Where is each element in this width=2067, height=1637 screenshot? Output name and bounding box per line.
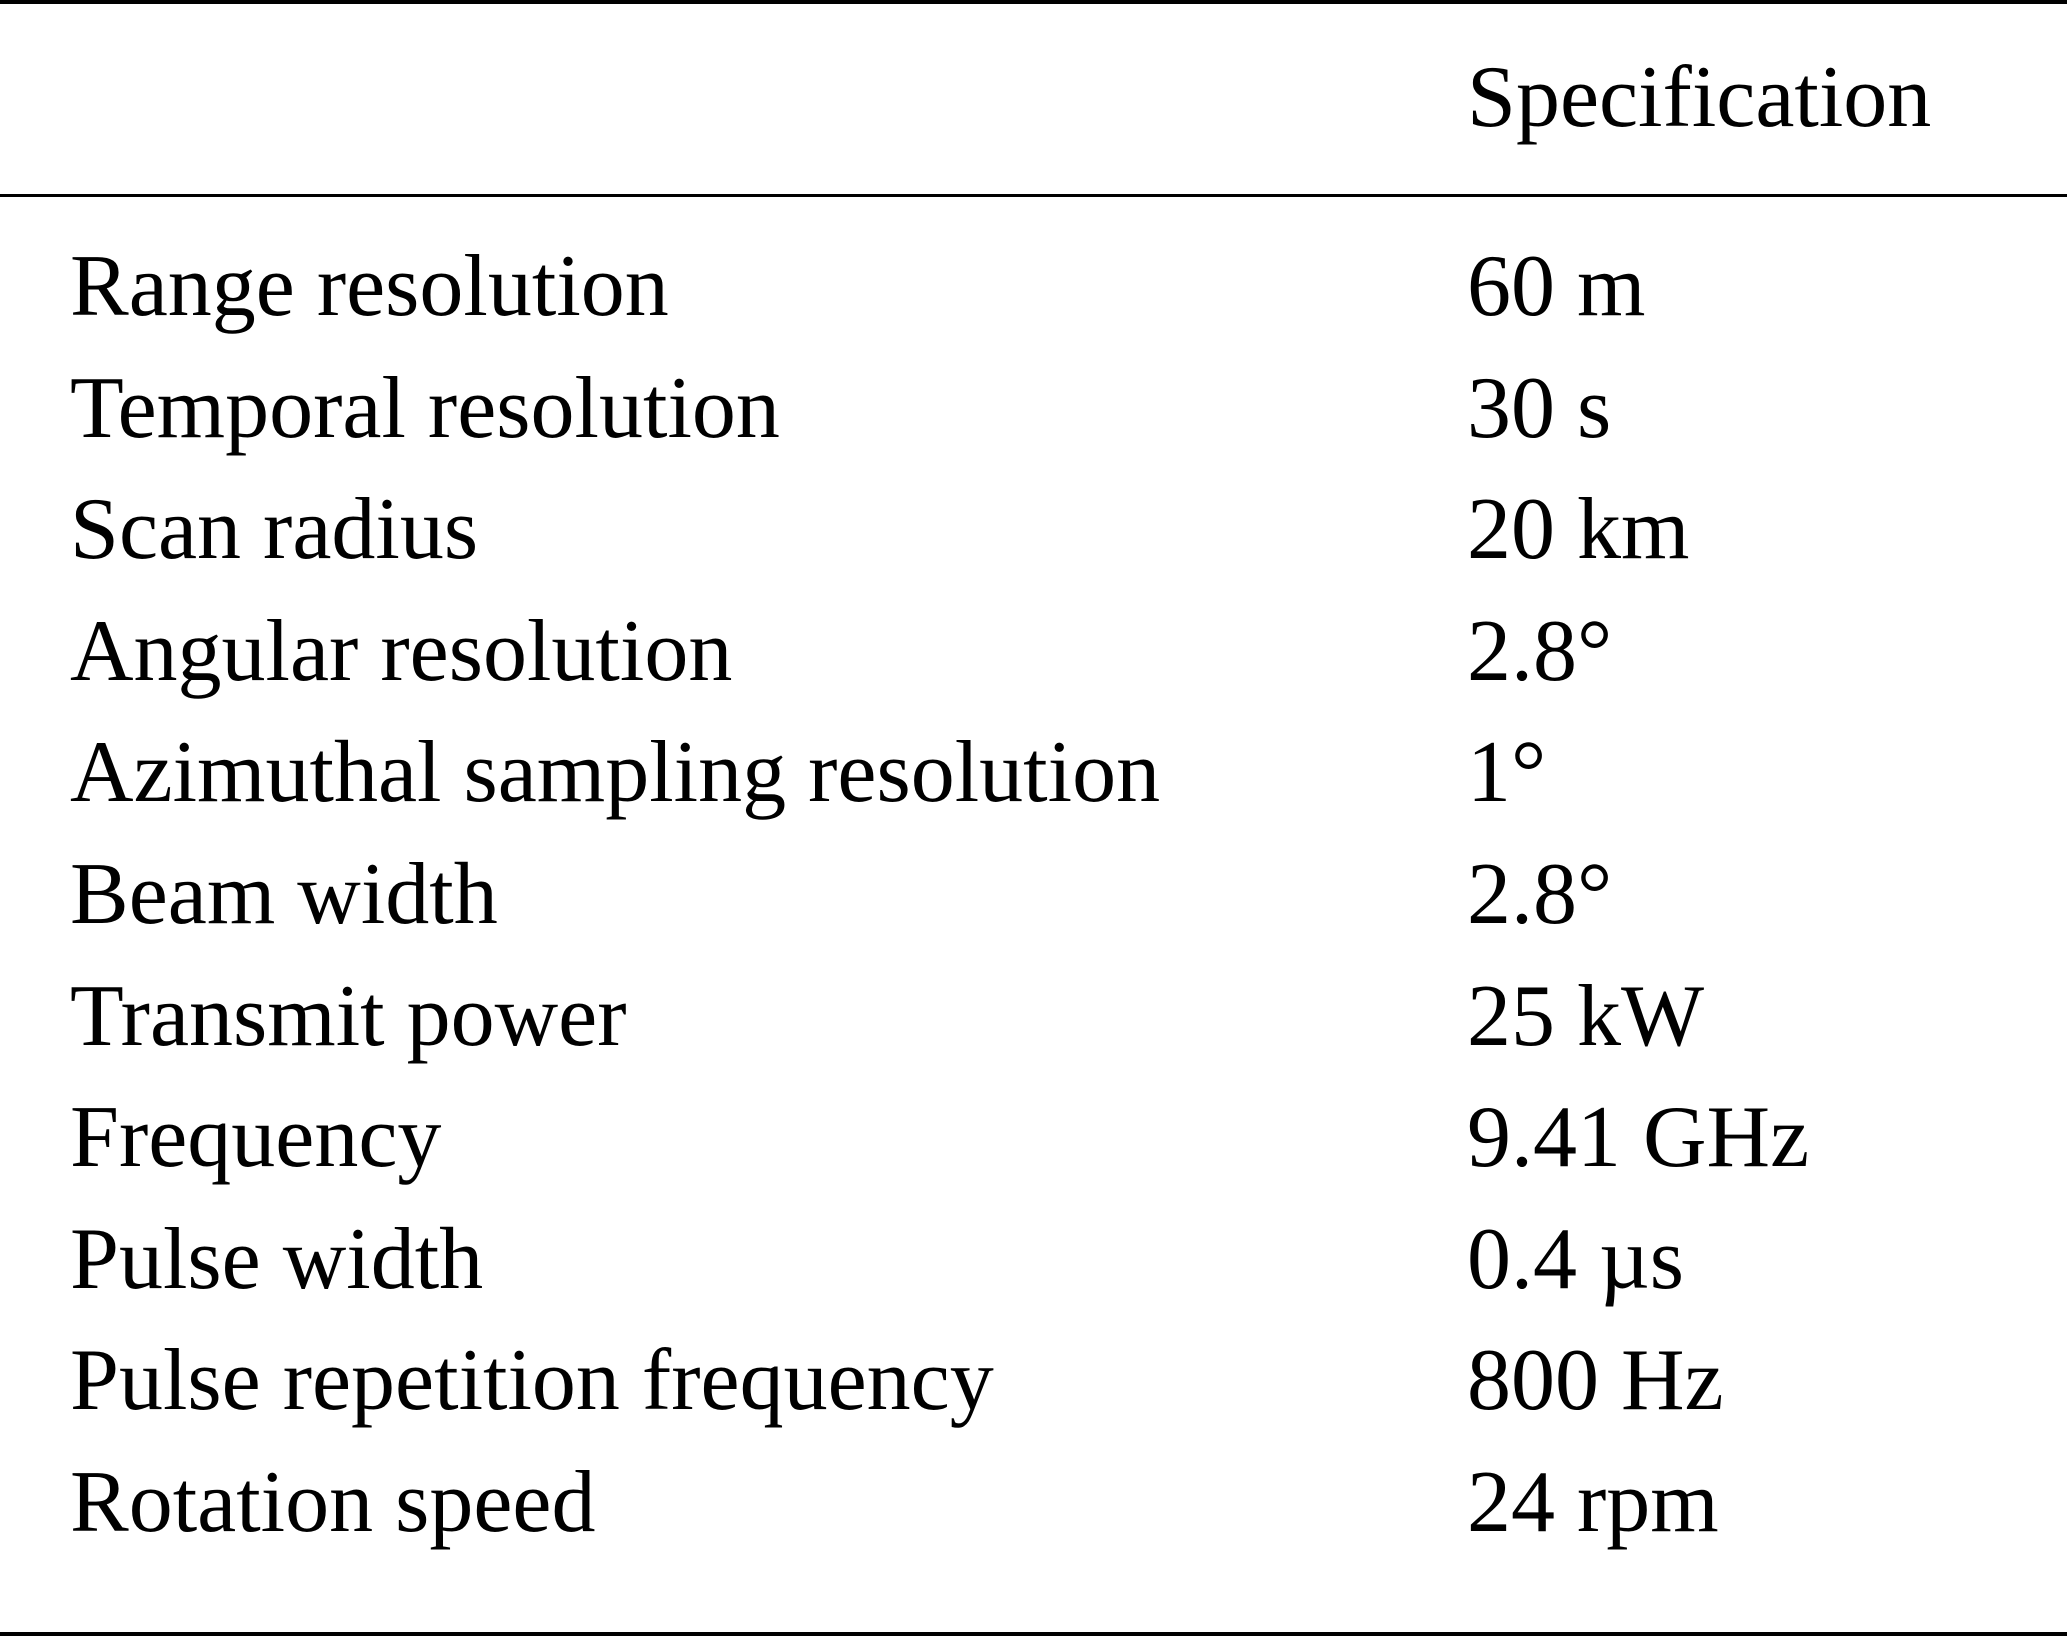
table-row: Pulse width 0.4 µs <box>0 1199 2067 1321</box>
table-body: Range resolution 60 m Temporal resolutio… <box>0 226 2067 1564</box>
table-row: Beam width 2.8° <box>0 834 2067 956</box>
value-cell: 20 km <box>1467 481 1690 579</box>
table-bottom-rule <box>0 1632 2067 1636</box>
parameter-cell: Pulse width <box>70 1210 484 1308</box>
value-cell: 24 rpm <box>1467 1453 1719 1551</box>
parameter-cell: Temporal resolution <box>70 359 780 457</box>
value-cell: 9.41 GHz <box>1467 1089 1810 1187</box>
parameter-cell: Azimuthal sampling resolution <box>70 724 1161 822</box>
value-cell: 2.8° <box>1467 845 1613 943</box>
value-cell: 1° <box>1467 724 1547 822</box>
table-top-rule <box>0 0 2067 4</box>
value-cell: 2.8° <box>1467 602 1613 700</box>
parameter-cell: Scan radius <box>70 481 479 579</box>
parameter-cell: Pulse repetition frequency <box>70 1332 994 1430</box>
value-cell: 60 m <box>1467 238 1646 335</box>
parameter-cell: Angular resolution <box>70 602 733 700</box>
value-cell: 800 Hz <box>1467 1332 1724 1430</box>
table-row: Angular resolution 2.8° <box>0 591 2067 713</box>
table-row: Rotation speed 24 rpm <box>0 1442 2067 1564</box>
parameter-cell: Transmit power <box>70 967 627 1065</box>
parameter-cell: Range resolution <box>70 238 669 335</box>
parameter-cell: Frequency <box>70 1089 442 1187</box>
table-header-rule <box>0 194 2067 197</box>
table-row: Range resolution 60 m <box>0 226 2067 348</box>
table-row: Azimuthal sampling resolution 1° <box>0 712 2067 834</box>
table-row: Temporal resolution 30 s <box>0 348 2067 470</box>
column-header-specification: Specification <box>1467 49 1932 146</box>
table-row: Pulse repetition frequency 800 Hz <box>0 1320 2067 1442</box>
parameter-cell: Rotation speed <box>70 1453 596 1551</box>
table-row: Frequency 9.41 GHz <box>0 1077 2067 1199</box>
parameter-cell: Beam width <box>70 845 498 943</box>
table-row: Scan radius 20 km <box>0 469 2067 591</box>
table-row: Transmit power 25 kW <box>0 956 2067 1078</box>
value-cell: 30 s <box>1467 359 1612 457</box>
value-cell: 0.4 µs <box>1467 1210 1684 1308</box>
value-cell: 25 kW <box>1467 967 1705 1065</box>
